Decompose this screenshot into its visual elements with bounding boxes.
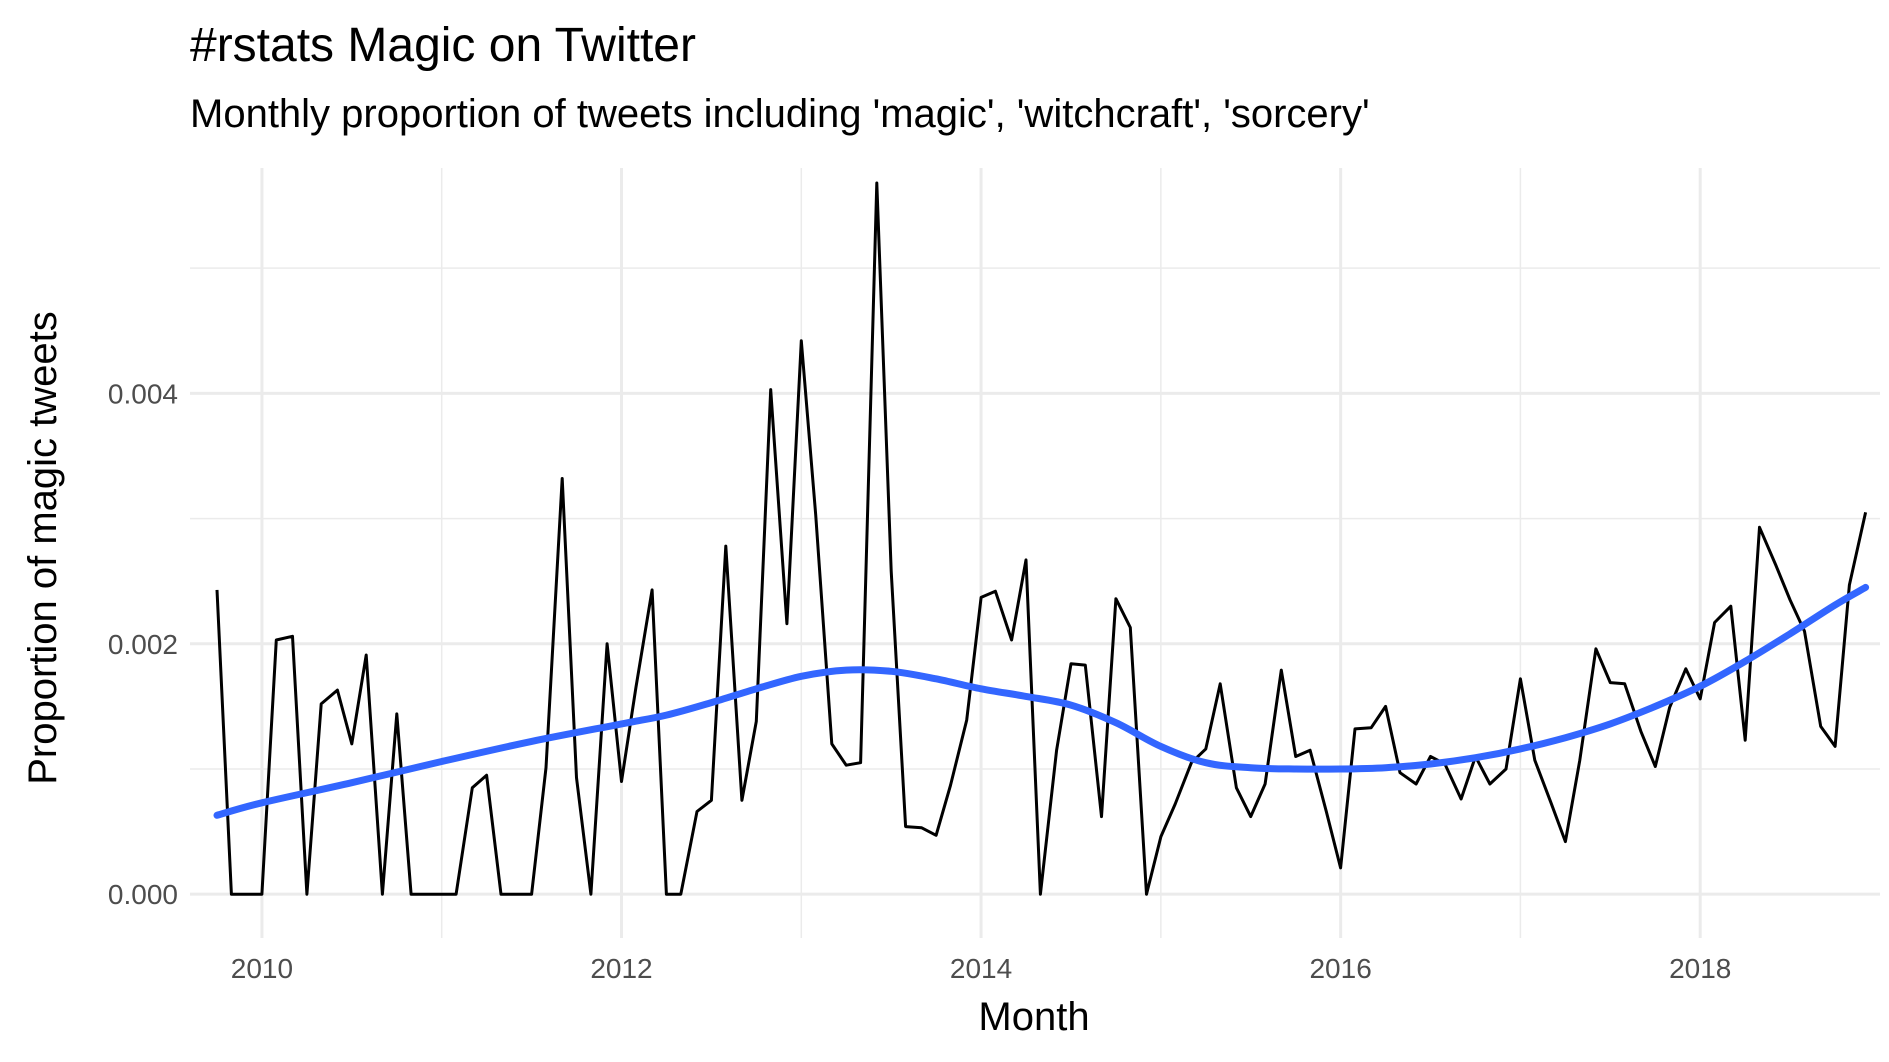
y-tick-label: 0.004 xyxy=(108,378,178,409)
tick-labels: 2010 2012 2014 2016 2018 0.000 0.002 0.004 xyxy=(108,378,1731,984)
series-layer xyxy=(213,181,1870,896)
x-tick-label: 2012 xyxy=(590,953,652,984)
grid xyxy=(190,168,1880,938)
y-axis-title: Proportion of magic tweets xyxy=(21,311,65,785)
monthly-proportion-line xyxy=(215,181,1868,896)
chart-subtitle: Monthly proportion of tweets including '… xyxy=(190,92,1370,136)
x-tick-label: 2018 xyxy=(1669,953,1731,984)
x-tick-label: 2016 xyxy=(1309,953,1371,984)
chart-title: #rstats Magic on Twitter xyxy=(190,19,696,72)
x-tick-label: 2010 xyxy=(231,953,293,984)
y-tick-label: 0.000 xyxy=(108,879,178,910)
x-axis-title: Month xyxy=(978,995,1089,1039)
y-tick-label: 0.002 xyxy=(108,629,178,660)
x-tick-label: 2014 xyxy=(950,953,1012,984)
smooth-trend-line xyxy=(213,583,1870,819)
